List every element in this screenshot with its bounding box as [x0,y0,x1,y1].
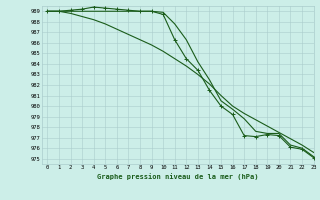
X-axis label: Graphe pression niveau de la mer (hPa): Graphe pression niveau de la mer (hPa) [97,173,258,180]
